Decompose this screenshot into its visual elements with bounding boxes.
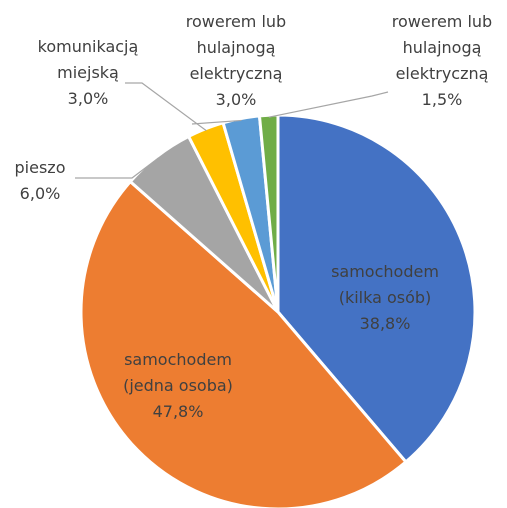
data-label: rowerem lub hulajnogą elektryczną 3,0% [186, 12, 286, 109]
leader-line [268, 91, 389, 118]
value-label: 1,5% [422, 90, 463, 109]
leader-line [125, 82, 207, 132]
data-label: samochodem (jedna osoba) 47,8% [123, 350, 233, 421]
pie-slice [276, 113, 477, 465]
category-label: hulajnogą [197, 38, 276, 57]
value-label: 6,0% [20, 184, 61, 203]
pie-slice [79, 179, 408, 508]
category-label: miejską [57, 63, 119, 82]
data-label: pieszo 6,0% [15, 158, 66, 203]
value-label: 47,8% [153, 402, 204, 421]
leader-line [191, 119, 242, 125]
category-label: rowerem lub [186, 12, 286, 31]
data-label: rowerem lub hulajnogą elektryczną 1,5% [392, 12, 492, 109]
category-label: (kilka osób) [339, 288, 432, 307]
value-label: 38,8% [360, 314, 411, 333]
category-label: elektryczną [396, 64, 489, 83]
category-label: komunikacją [38, 37, 139, 56]
value-label: 3,0% [216, 90, 257, 109]
leader-line [75, 157, 159, 179]
data-label: komunikacją miejską 3,0% [38, 37, 139, 108]
category-label: pieszo [15, 158, 66, 177]
category-label: samochodem [331, 262, 439, 281]
category-label: (jedna osoba) [123, 376, 233, 395]
category-label: samochodem [124, 350, 232, 369]
category-label: hulajnogą [403, 38, 482, 57]
category-label: elektryczną [190, 64, 283, 83]
data-label: samochodem (kilka osób) 38,8% [331, 262, 439, 333]
category-label: rowerem lub [392, 12, 492, 31]
value-label: 3,0% [68, 89, 109, 108]
